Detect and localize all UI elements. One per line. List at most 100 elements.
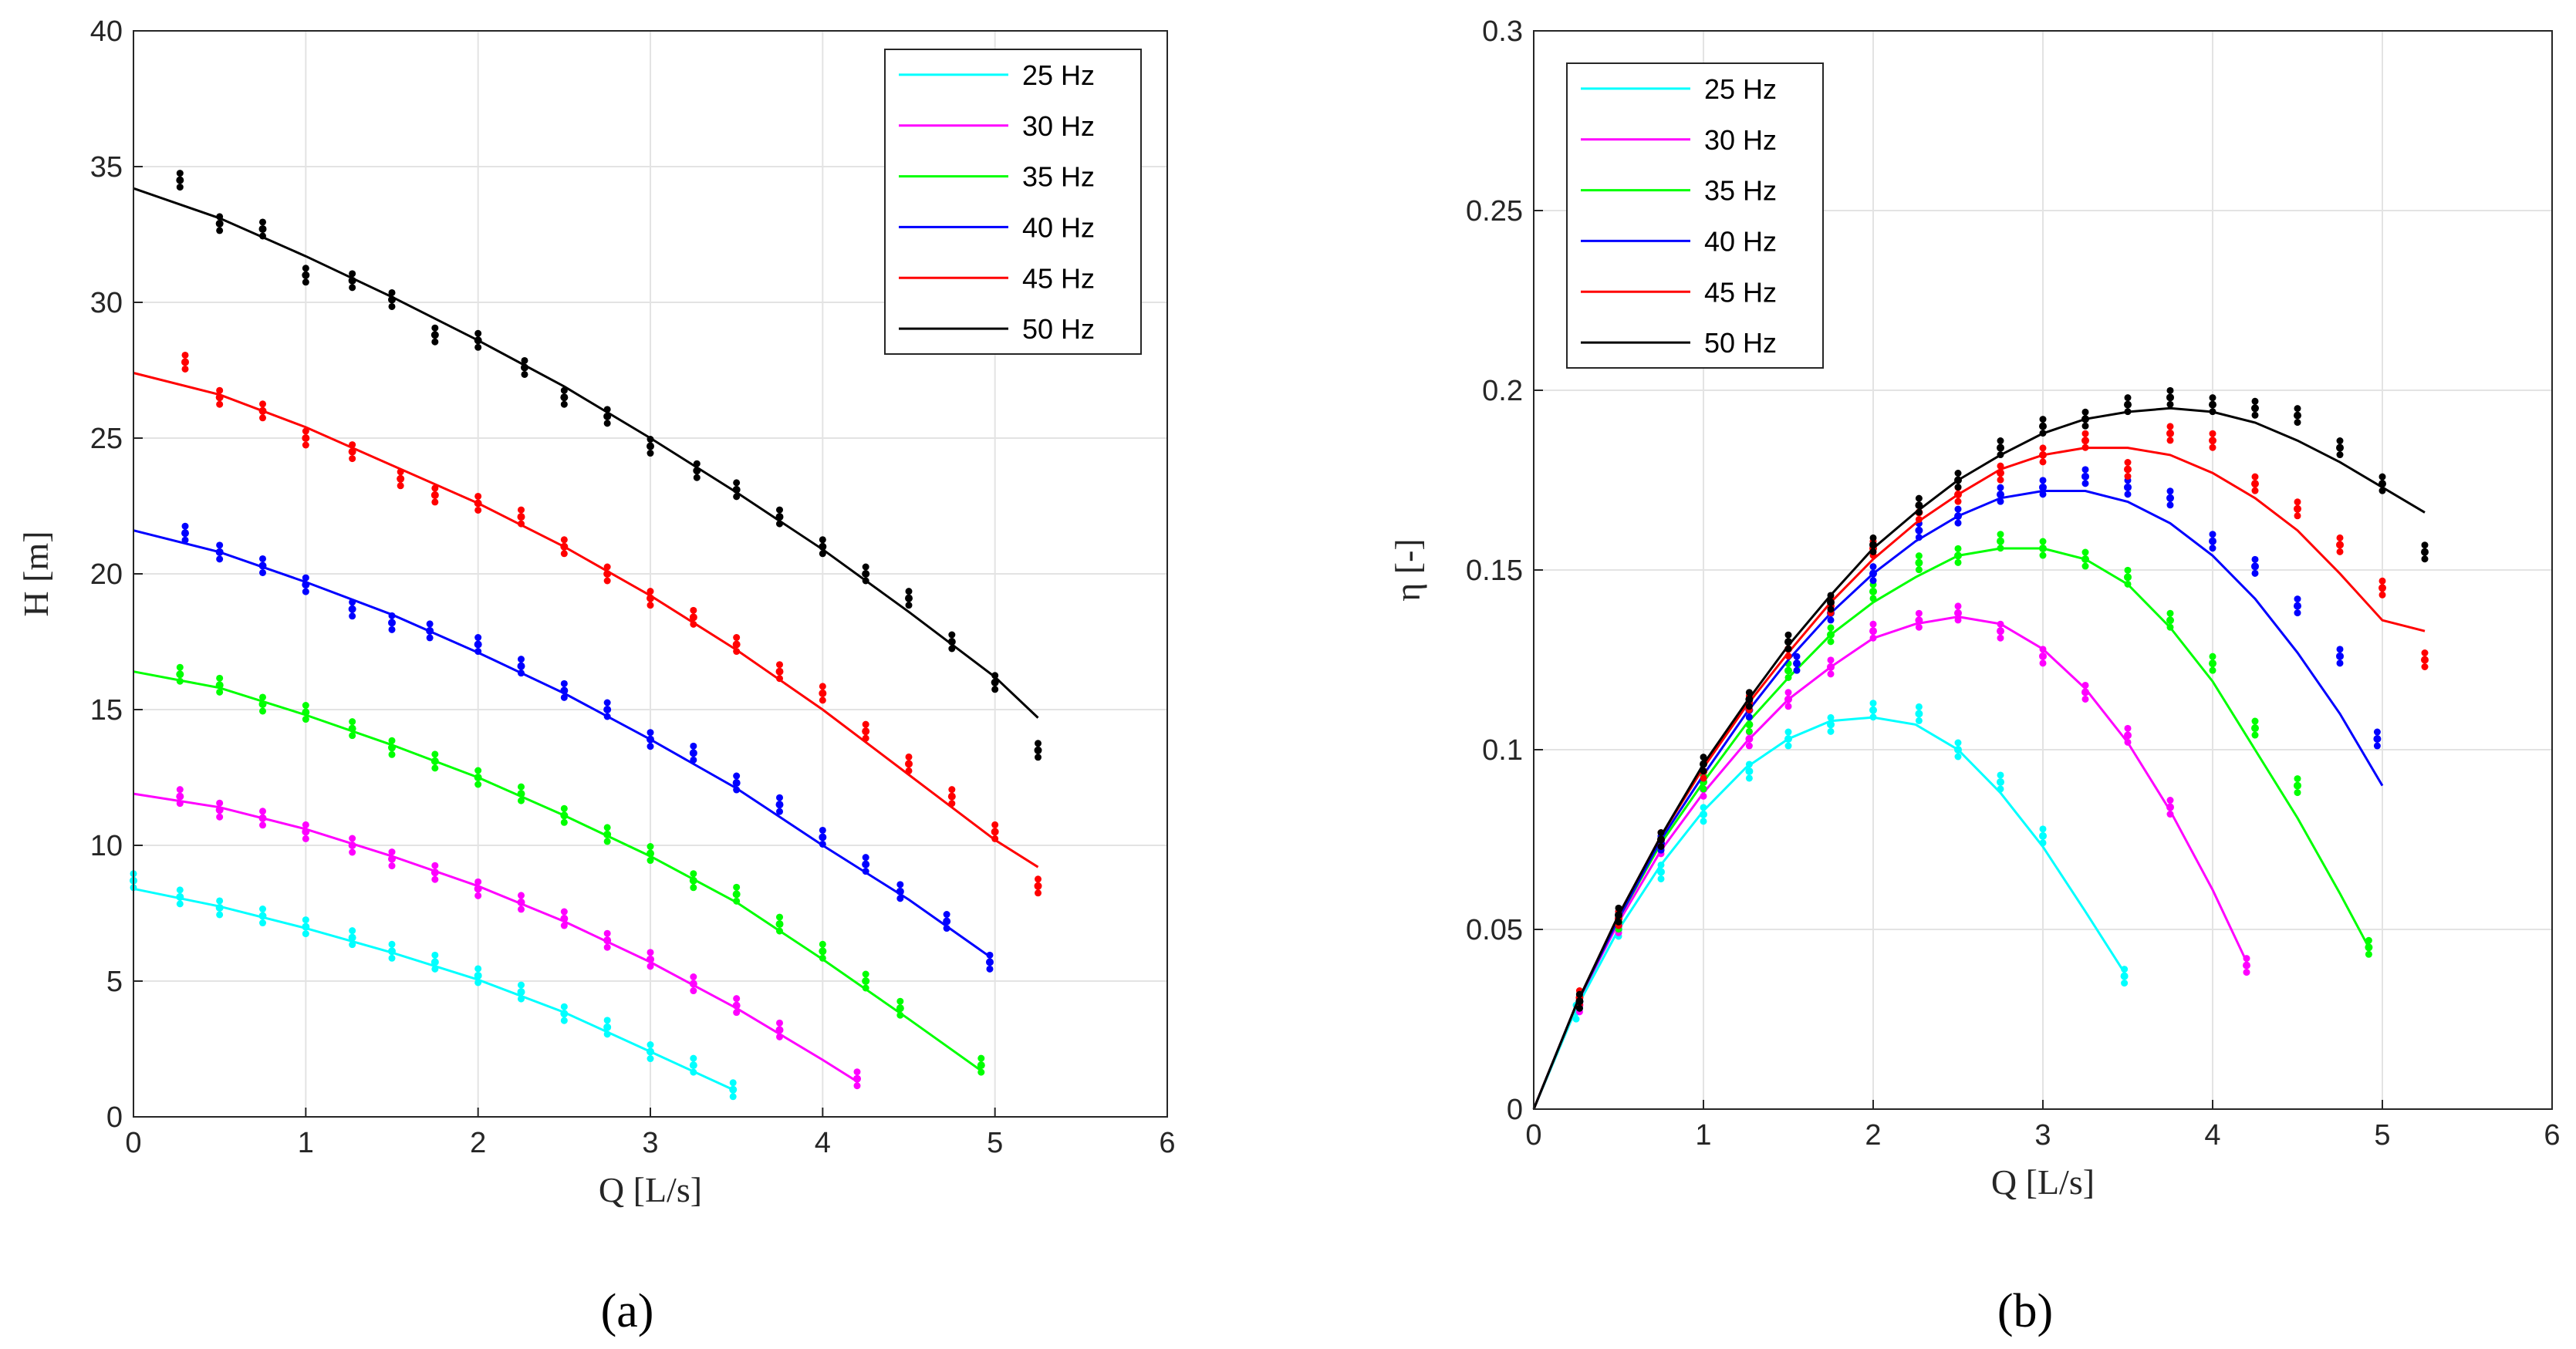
data-point	[986, 965, 994, 973]
data-point	[1869, 634, 1877, 642]
data-point	[560, 915, 569, 923]
legend-box	[884, 49, 1142, 355]
data-point	[2039, 652, 2047, 660]
data-point	[302, 835, 309, 842]
data-point	[2373, 742, 2381, 750]
data-point	[862, 868, 869, 875]
data-point	[819, 954, 826, 962]
data-point	[259, 808, 266, 815]
data-point	[431, 498, 439, 506]
data-point	[215, 903, 224, 912]
data-point	[1784, 638, 1792, 646]
data-point	[560, 686, 569, 695]
data-point	[647, 849, 654, 858]
data-point	[388, 848, 396, 856]
x-tick-label: 3	[2034, 1119, 2051, 1152]
data-point	[518, 506, 525, 514]
data-point	[733, 995, 741, 1003]
data-point	[896, 1011, 904, 1019]
data-point	[2124, 580, 2132, 588]
data-point	[2166, 429, 2174, 437]
data-point	[1869, 541, 1877, 549]
data-point	[2336, 451, 2344, 459]
data-point	[2120, 972, 2129, 980]
data-point	[775, 920, 784, 929]
data-point	[259, 400, 266, 408]
data-point	[2209, 653, 2216, 660]
legend-label: 45 Hz	[1022, 262, 1095, 294]
data-point	[1827, 616, 1835, 624]
data-point	[862, 854, 869, 862]
data-point	[258, 224, 267, 233]
data-point	[560, 818, 568, 826]
data-point	[1034, 882, 1042, 890]
data-point	[1954, 519, 1962, 527]
legend-label: 30 Hz	[1704, 124, 1777, 156]
data-point	[474, 878, 482, 885]
data-point	[430, 331, 439, 339]
data-point	[2294, 504, 2301, 513]
data-point	[1745, 742, 1753, 750]
data-point	[690, 606, 697, 614]
data-point	[2039, 646, 2047, 653]
data-point	[2209, 545, 2216, 552]
data-point	[862, 577, 869, 585]
data-point	[647, 594, 654, 602]
data-point	[431, 965, 439, 973]
y-tick-label: 0	[106, 1101, 123, 1134]
data-point	[1915, 703, 1923, 710]
data-point	[1035, 740, 1042, 747]
data-point	[215, 806, 224, 814]
data-point	[943, 911, 950, 919]
data-point	[603, 563, 611, 571]
data-point	[181, 529, 189, 538]
data-point	[215, 548, 224, 556]
data-point	[862, 734, 869, 742]
data-point	[603, 929, 611, 937]
data-point	[1997, 620, 2004, 628]
data-point	[2243, 955, 2250, 963]
data-point	[2209, 443, 2216, 451]
data-point	[1997, 777, 2004, 786]
legend-label: 50 Hz	[1022, 313, 1095, 345]
data-point	[1915, 710, 1923, 718]
data-point	[560, 693, 568, 701]
data-point	[426, 634, 434, 642]
data-point	[1869, 706, 1877, 714]
data-point	[733, 493, 741, 501]
data-point	[2251, 569, 2259, 577]
data-point	[647, 442, 654, 450]
data-point	[1915, 566, 1923, 574]
data-point	[647, 949, 654, 956]
data-point	[1784, 645, 1792, 653]
data-point	[258, 562, 267, 570]
data-point	[690, 1054, 697, 1062]
data-point	[1869, 620, 1877, 628]
data-point	[1827, 630, 1835, 639]
data-point	[1657, 843, 1665, 850]
data-point	[397, 468, 404, 476]
data-point	[431, 764, 439, 772]
data-point	[603, 830, 612, 838]
data-point	[862, 570, 870, 578]
axes-box	[1533, 30, 2553, 1110]
data-point	[2039, 491, 2047, 498]
data-point	[348, 605, 356, 613]
data-point	[603, 406, 611, 413]
data-point	[1615, 911, 1622, 919]
data-point	[349, 441, 356, 449]
data-point	[302, 441, 309, 449]
data-point	[431, 750, 439, 758]
data-point	[2373, 728, 2381, 736]
legend: 25 Hz 30 Hz 35 Hz 40 Hz 45 Hz 50 Hz	[1566, 62, 1824, 369]
y-tick-label: 0.1	[1482, 734, 1523, 767]
data-point	[2124, 738, 2132, 746]
data-point	[2243, 969, 2250, 976]
data-point	[693, 474, 701, 481]
data-point	[474, 492, 482, 500]
legend-box	[1566, 62, 1824, 369]
data-point	[905, 760, 913, 768]
data-point	[388, 295, 396, 304]
legend-label: 50 Hz	[1704, 327, 1777, 359]
data-point	[2209, 531, 2216, 538]
